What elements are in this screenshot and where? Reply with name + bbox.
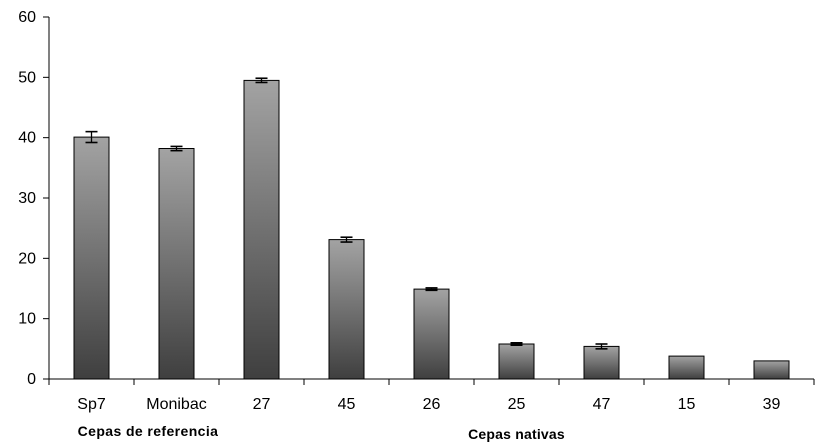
y-tick-label: 20 [18,250,36,267]
axes-layer [43,16,815,385]
bar-sp7 [73,136,110,380]
y-tick-label: 30 [18,190,36,207]
group-label: Cepas de referencia [78,423,219,439]
y-tick-label: 40 [18,130,36,147]
error-bar-25 [510,341,523,347]
error-bar-26 [425,287,438,292]
bar-26 [413,288,450,380]
error-bar-27 [255,77,268,84]
bar-15 [668,355,705,380]
error-bar-sp7 [85,130,98,144]
x-tick-label: 47 [593,396,611,413]
bar-monibac [158,148,195,380]
bar-47 [583,345,620,380]
x-tick-label: 27 [253,396,271,413]
bar-45 [328,239,365,380]
y-tick-label: 0 [27,371,36,388]
labels-layer: 0 10 20 30 40 50 60 Sp7 Monibac 27 45 26 25 47 15 39 Cep… [18,9,780,442]
error-bar-47 [595,343,608,350]
x-tick-label: 15 [678,396,696,413]
x-tick-label: 45 [338,396,356,413]
x-tick-label: 39 [763,396,781,413]
error-bars-layer [85,77,608,350]
x-tick-label: 26 [423,396,441,413]
y-tick-label: 10 [18,311,36,328]
error-bar-monibac [170,145,183,152]
bar-25 [498,343,535,380]
y-tick-label: 60 [18,9,36,26]
group-label: Cepas nativas [468,426,565,442]
x-tick-label: 25 [508,396,526,413]
bar-39 [753,360,790,380]
x-tick-label: Monibac [146,396,206,413]
error-bar-45 [340,236,353,243]
bar-27 [243,79,280,380]
y-tick-label: 50 [18,69,36,86]
bars-layer [73,79,790,380]
x-tick-label: Sp7 [77,396,106,413]
